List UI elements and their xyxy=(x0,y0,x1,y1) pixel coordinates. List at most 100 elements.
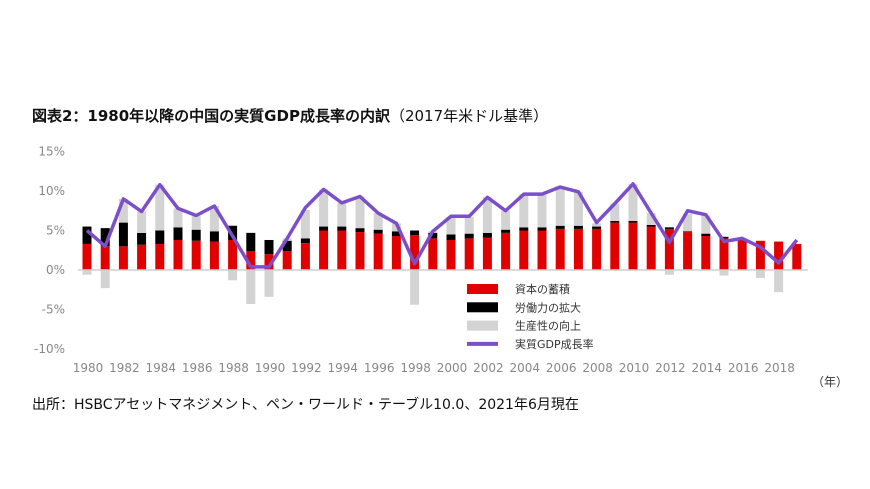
bar-productivity xyxy=(592,223,602,227)
bar-labor xyxy=(282,240,292,252)
bar-productivity xyxy=(537,194,547,228)
bar-labor xyxy=(373,229,383,234)
x-tick-label: 1986 xyxy=(182,361,213,375)
y-tick-label: 5% xyxy=(46,224,65,238)
bar-capital xyxy=(610,222,620,270)
bar-capital xyxy=(373,233,383,270)
bar-capital xyxy=(646,226,656,270)
bar-labor xyxy=(155,230,165,244)
bar-capital xyxy=(137,244,147,270)
bars xyxy=(82,183,802,305)
bar-labor xyxy=(191,229,201,241)
bar-capital xyxy=(737,239,747,270)
bar-capital xyxy=(683,232,693,270)
bar-productivity xyxy=(755,270,765,278)
bar-capital xyxy=(173,239,183,270)
bar-capital xyxy=(282,251,292,270)
chart-title: 図表2：1980年以降の中国の実質GDP成長率の内訳 xyxy=(32,107,391,125)
y-tick-label: -10% xyxy=(34,342,65,356)
bar-labor xyxy=(464,233,474,239)
bar-productivity xyxy=(774,270,784,293)
bar-labor xyxy=(137,232,147,245)
bar-labor xyxy=(209,231,219,242)
bar-labor xyxy=(573,225,583,229)
bar-capital xyxy=(792,243,802,270)
bar-labor xyxy=(264,239,274,255)
bar-productivity xyxy=(300,209,310,239)
x-tick-label: 1998 xyxy=(400,361,431,375)
bar-productivity xyxy=(355,196,365,229)
x-tick-label: 2000 xyxy=(437,361,468,375)
bar-capital xyxy=(573,228,583,270)
bar-capital xyxy=(592,228,602,270)
bar-labor xyxy=(82,226,92,244)
x-tick-label: 2010 xyxy=(619,361,650,375)
legend-label: 実質GDP成長率 xyxy=(515,337,594,351)
x-tick-label: 2004 xyxy=(510,361,541,375)
x-tick-label: 2002 xyxy=(473,361,504,375)
bar-labor xyxy=(100,228,110,247)
bar-labor xyxy=(519,227,529,231)
bar-labor xyxy=(719,236,729,239)
bar-capital xyxy=(664,228,674,270)
bar-productivity xyxy=(246,270,256,304)
bar-productivity xyxy=(701,215,711,234)
y-tick-label: 15% xyxy=(38,145,65,159)
bar-labor xyxy=(118,222,128,247)
bar-productivity xyxy=(337,202,347,227)
bar-labor xyxy=(701,233,711,237)
bar-capital xyxy=(428,238,438,270)
bar-productivity xyxy=(191,215,201,230)
legend-label: 労働力の拡大 xyxy=(515,300,581,314)
bar-productivity xyxy=(228,270,238,281)
bar-labor xyxy=(592,226,602,229)
bar-productivity xyxy=(82,270,92,275)
bar-capital xyxy=(264,254,274,270)
bar-labor xyxy=(446,234,456,240)
bar-capital xyxy=(628,222,638,270)
bar-capital xyxy=(319,230,329,270)
x-axis-unit: （年） xyxy=(812,375,848,389)
bar-labor xyxy=(355,228,365,233)
x-tick-label: 1996 xyxy=(364,361,395,375)
bar-productivity xyxy=(319,189,329,227)
bar-capital xyxy=(482,237,492,270)
y-tick-label: 0% xyxy=(46,263,65,277)
y-axis: 15% 10% 5% 0% -5% -10% xyxy=(34,145,65,357)
bar-labor xyxy=(610,221,620,223)
bar-productivity xyxy=(719,270,729,276)
x-tick-label: 1992 xyxy=(291,361,322,375)
bar-productivity xyxy=(410,270,420,305)
bar-labor xyxy=(246,232,256,252)
x-tick-label: 1988 xyxy=(218,361,249,375)
bar-productivity xyxy=(137,211,147,233)
bar-capital xyxy=(719,238,729,270)
bar-capital xyxy=(519,230,529,270)
x-tick-label: 2018 xyxy=(764,361,795,375)
x-tick-label: 1994 xyxy=(328,361,359,375)
legend-label: 生産性の向上 xyxy=(515,319,581,333)
bar-capital xyxy=(155,243,165,270)
bar-labor xyxy=(319,226,329,231)
bar-capital xyxy=(391,236,401,270)
bar-capital xyxy=(82,243,92,270)
x-tick-label: 1984 xyxy=(146,361,177,375)
bar-capital xyxy=(537,230,547,270)
bar-labor xyxy=(391,231,401,237)
bar-capital xyxy=(118,246,128,270)
x-tick-label: 2016 xyxy=(728,361,759,375)
chart-subtitle: （2017年米ドル基準） xyxy=(390,107,548,125)
legend-swatch xyxy=(467,320,498,331)
bar-labor xyxy=(173,227,183,240)
bar-productivity xyxy=(519,194,529,228)
bar-capital xyxy=(337,230,347,270)
bar-labor xyxy=(537,227,547,231)
bar-productivity xyxy=(683,213,693,232)
bar-productivity xyxy=(573,191,583,226)
y-tick-label: -5% xyxy=(42,303,65,317)
bar-productivity xyxy=(664,270,674,275)
source-note: 出所：HSBCアセットマネジメント、ペン・ワールド・テーブル10.0、2021年… xyxy=(32,396,579,413)
bar-productivity xyxy=(264,270,274,297)
